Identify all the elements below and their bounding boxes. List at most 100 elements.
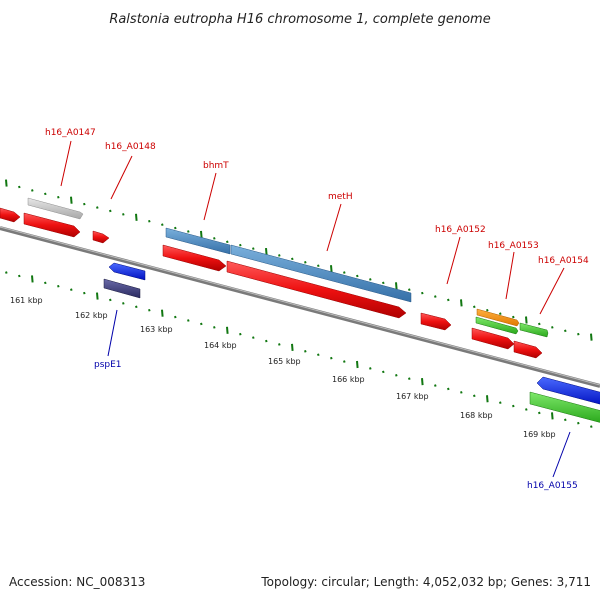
gene-label-h16-a0147[interactable]: h16_A0147	[45, 128, 96, 138]
gene-label-bhmt[interactable]: bhmT	[203, 161, 229, 171]
gene-feature-orange[interactable]	[476, 308, 520, 327]
minor-tick	[590, 425, 593, 428]
minor-tick	[213, 237, 216, 240]
minor-tick	[382, 370, 385, 374]
minor-tick	[239, 243, 242, 247]
minor-tick	[148, 219, 151, 223]
major-tick	[486, 395, 489, 403]
gene-label-h16-a0154[interactable]: h16_A0154	[538, 256, 589, 266]
minor-tick	[525, 408, 528, 411]
minor-tick	[473, 305, 476, 309]
gene-feature-reverse-blue[interactable]	[108, 262, 146, 281]
minor-tick	[564, 418, 567, 422]
minor-tick	[356, 274, 359, 278]
minor-tick	[538, 322, 541, 326]
major-tick	[96, 292, 99, 300]
chromosome-backbone-highlight	[0, 226, 600, 386]
minor-tick	[187, 319, 190, 322]
genome-summary-text: Topology: circular; Length: 4,052,032 bp…	[260, 575, 591, 589]
label-leaders	[60, 140, 571, 478]
gene-feature-gray[interactable]	[27, 197, 84, 220]
minor-tick	[434, 295, 437, 298]
minor-tick	[252, 247, 255, 250]
gene-feature-reverse-purple[interactable]	[103, 278, 141, 299]
minor-tick	[187, 230, 190, 233]
minor-tick	[174, 226, 177, 230]
major-tick	[356, 360, 359, 369]
minor-tick	[512, 404, 515, 408]
minor-tick	[148, 308, 151, 312]
gene-label-h16-a0152[interactable]: h16_A0152	[435, 225, 486, 235]
minor-tick	[122, 302, 125, 305]
major-tick	[31, 275, 34, 283]
major-tick	[395, 282, 398, 290]
scale-tick-track	[5, 271, 593, 428]
minor-tick	[408, 288, 411, 291]
minor-tick	[18, 274, 21, 278]
minor-tick	[395, 373, 398, 377]
minor-tick	[252, 336, 255, 339]
minor-tick	[330, 356, 333, 360]
minor-tick	[213, 326, 216, 329]
gene-label-h16-a0148[interactable]: h16_A0148	[105, 142, 156, 152]
minor-tick	[577, 332, 580, 336]
major-tick	[460, 299, 463, 307]
minor-tick	[44, 281, 47, 285]
cds-arrow[interactable]	[513, 340, 543, 359]
scale-label: 165 kbp	[268, 357, 301, 366]
cds-arrow[interactable]	[23, 212, 81, 238]
minor-tick	[408, 377, 411, 380]
scale-label: 167 kbp	[396, 392, 429, 401]
minor-tick	[564, 329, 567, 333]
gene-label-h16-a0155[interactable]: h16_A0155	[527, 481, 578, 491]
minor-tick	[122, 213, 125, 216]
minor-tick	[512, 315, 515, 319]
scale-label: 169 kbp	[523, 430, 556, 439]
minor-tick	[5, 271, 8, 274]
cds-arrow[interactable]	[92, 230, 110, 244]
gene-label-pspe1[interactable]: pspE1	[94, 360, 122, 370]
minor-tick	[44, 192, 47, 196]
minor-tick	[57, 284, 60, 288]
major-tick	[226, 326, 229, 334]
major-tick	[590, 333, 593, 341]
gene-label-h16-a0153[interactable]: h16_A0153	[488, 241, 539, 251]
minor-tick	[174, 315, 177, 319]
minor-tick	[278, 343, 281, 346]
cds-arrow[interactable]	[226, 260, 407, 319]
major-tick	[5, 179, 8, 187]
map-title: Ralstonia eutropha H16 chromosome 1, com…	[109, 12, 490, 27]
cds-arrow[interactable]	[420, 312, 452, 331]
minor-tick	[109, 298, 112, 302]
minor-tick	[200, 322, 203, 326]
scale-label: 161 kbp	[10, 296, 43, 305]
gene-feature-reverse-blue[interactable]	[536, 376, 600, 406]
forward-tick-track	[5, 179, 593, 341]
gene-feature-blue-bhmt[interactable]	[165, 227, 231, 255]
scale-label: 163 kbp	[140, 325, 173, 334]
gene-feature-blue-meth[interactable]	[230, 244, 412, 303]
gene-feature-green-b[interactable]	[519, 322, 549, 338]
major-tick	[291, 343, 294, 351]
gene-feature-reverse-green[interactable]	[529, 391, 600, 423]
cds-arrow[interactable]	[162, 244, 227, 272]
minor-tick	[382, 281, 385, 285]
minor-tick	[31, 189, 34, 192]
minor-tick	[499, 401, 502, 404]
minor-tick	[486, 308, 489, 312]
minor-tick	[226, 240, 229, 244]
minor-tick	[304, 350, 307, 353]
minor-tick	[473, 394, 476, 398]
minor-tick	[369, 278, 372, 281]
minor-tick	[447, 387, 450, 391]
cds-arrow[interactable]	[0, 207, 21, 223]
gene-label-meth[interactable]: metH	[328, 192, 353, 202]
major-tick	[265, 247, 268, 256]
gene-feature-green-a[interactable]	[475, 316, 519, 335]
minor-tick	[291, 257, 294, 261]
minor-tick	[57, 195, 60, 199]
minor-tick	[109, 209, 112, 213]
minor-tick	[460, 391, 463, 394]
minor-tick	[343, 271, 346, 274]
cds-arrow[interactable]	[471, 327, 515, 350]
